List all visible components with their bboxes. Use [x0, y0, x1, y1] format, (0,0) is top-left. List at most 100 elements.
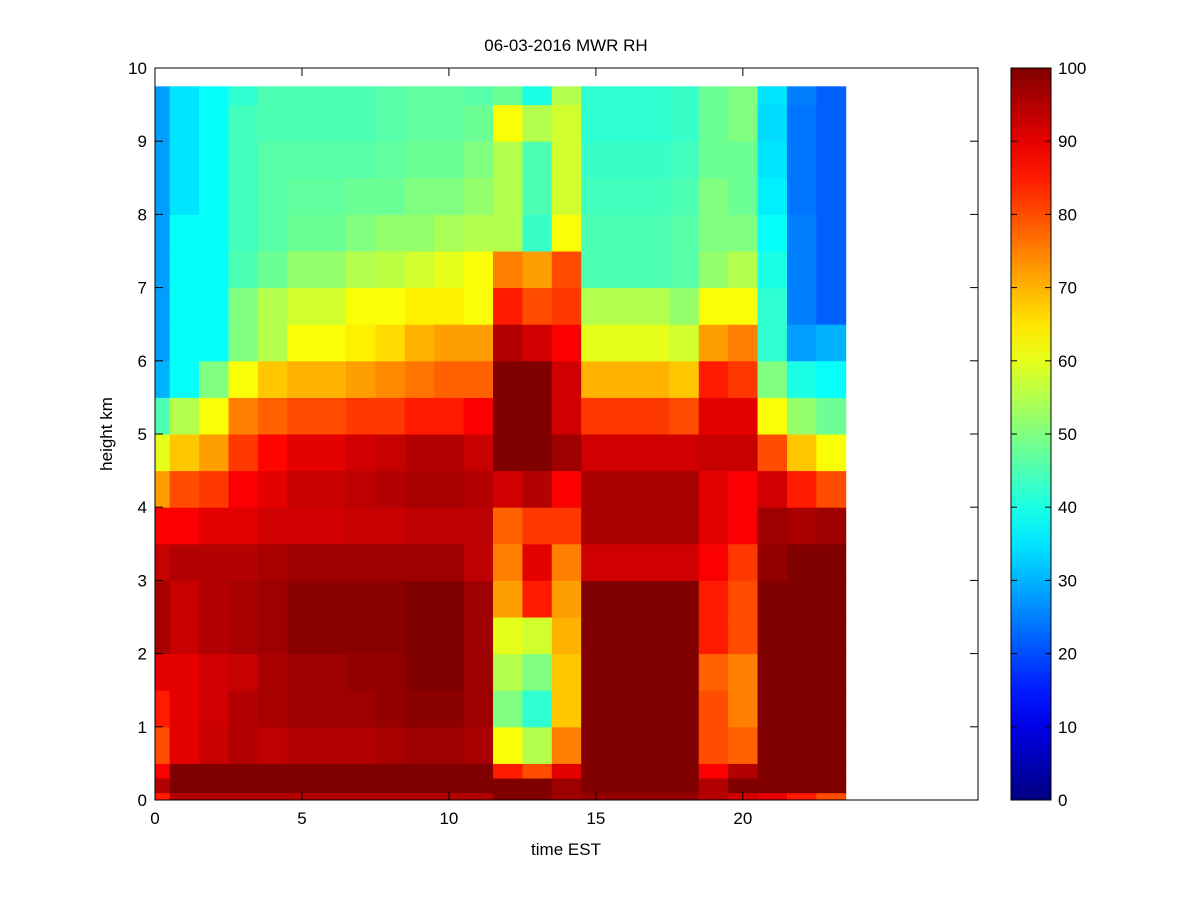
heatmap-cell [346, 470, 376, 508]
heatmap-cell [728, 324, 759, 362]
heatmap-cell [493, 653, 523, 691]
heatmap-cell [404, 86, 435, 106]
heatmap-cell [551, 726, 582, 764]
heatmap-cell [493, 86, 523, 106]
y-tick-label: 4 [138, 498, 147, 517]
heatmap-cell [375, 507, 406, 545]
heatmap-cell [434, 653, 465, 691]
heatmap-cell [169, 324, 200, 362]
heatmap-cell [404, 214, 435, 252]
heatmap-cell [728, 726, 759, 764]
heatmap-cell [463, 177, 494, 215]
heatmap-cell [169, 104, 200, 142]
colorbar-tick-label: 90 [1058, 132, 1077, 151]
heatmap-cell [581, 104, 612, 142]
heatmap-cell [316, 360, 347, 398]
heatmap-cell [169, 251, 200, 289]
heatmap-cell [816, 251, 847, 289]
heatmap-cell [346, 434, 376, 472]
heatmap-cell [257, 778, 288, 794]
heatmap-cell [155, 141, 171, 179]
heatmap-cell [257, 617, 288, 655]
heatmap-cell [228, 397, 259, 435]
heatmap-cell [404, 778, 435, 794]
heatmap-cell [257, 177, 288, 215]
heatmap-cell [375, 726, 406, 764]
heatmap-cell [434, 617, 465, 655]
heatmap-cell [346, 690, 376, 728]
heatmap-cell [816, 792, 847, 801]
heatmap-cell [434, 251, 465, 289]
heatmap-cell [199, 763, 229, 779]
heatmap-cell [816, 690, 847, 728]
heatmap-cell [257, 141, 288, 179]
heatmap-cell [551, 360, 582, 398]
heatmap-cell [155, 763, 171, 779]
heatmap-cell [698, 214, 729, 252]
heatmap-cell [698, 141, 729, 179]
heatmap-cell [493, 617, 523, 655]
heatmap-cell [728, 214, 759, 252]
x-tick-label: 0 [150, 809, 159, 828]
heatmap-cell [610, 104, 641, 142]
heatmap-cell [493, 470, 523, 508]
heatmap-cell [698, 287, 729, 325]
heatmap-cell [463, 141, 494, 179]
heatmap-cell [522, 287, 553, 325]
heatmap-cell [786, 251, 817, 289]
heatmap-cell [698, 397, 729, 435]
heatmap-cell [463, 763, 494, 779]
heatmap-cell [816, 287, 847, 325]
heatmap-cell [375, 690, 406, 728]
heatmap-cell [434, 778, 465, 794]
heatmap-cell [434, 86, 465, 106]
heatmap-cell [346, 580, 376, 618]
heatmap-cell [199, 86, 229, 106]
colorbar-tick-label: 60 [1058, 352, 1077, 371]
heatmap-cell [199, 287, 229, 325]
y-tick-label: 10 [128, 59, 147, 78]
heatmap-cell [169, 214, 200, 252]
heatmap-cell [346, 214, 376, 252]
heatmap-cell [816, 778, 847, 794]
heatmap-cell [786, 617, 817, 655]
heatmap-cell [463, 580, 494, 618]
heatmap-cell [375, 653, 406, 691]
heatmap-cell [610, 141, 641, 179]
heatmap-cell [316, 580, 347, 618]
heatmap-cell [493, 177, 523, 215]
heatmap-cell [493, 507, 523, 545]
heatmap-cell [434, 507, 465, 545]
heatmap-cell [639, 726, 670, 764]
heatmap-cell [346, 397, 376, 435]
heatmap-cell [155, 543, 171, 581]
heatmap-cell [404, 251, 435, 289]
heatmap-cell [581, 434, 612, 472]
heatmap-cell [434, 104, 465, 142]
heatmap-cell [155, 360, 171, 398]
heatmap-cell [816, 470, 847, 508]
heatmap-cell [257, 251, 288, 289]
heatmap-cell [581, 214, 612, 252]
heatmap-cell [316, 397, 347, 435]
heatmap-cell [816, 141, 847, 179]
y-tick-label: 2 [138, 645, 147, 664]
heatmap-cell [610, 214, 641, 252]
heatmap-cell [728, 763, 759, 779]
heatmap-cell [404, 177, 435, 215]
heatmap-cell [522, 397, 553, 435]
heatmap-cell [257, 580, 288, 618]
heatmap-cell [522, 214, 553, 252]
heatmap-cell [669, 214, 700, 252]
heatmap-cell [375, 104, 406, 142]
heatmap-cell [316, 778, 347, 794]
x-axis: 0 5 10 15 20 [150, 68, 752, 828]
heatmap-cell [551, 324, 582, 362]
heatmap-cell [287, 543, 318, 581]
heatmap-cell [199, 470, 229, 508]
heatmap-cell [551, 543, 582, 581]
heatmap-cell [199, 792, 229, 801]
heatmap-cell [610, 792, 641, 801]
heatmap-cell [463, 287, 494, 325]
heatmap-cell [463, 507, 494, 545]
